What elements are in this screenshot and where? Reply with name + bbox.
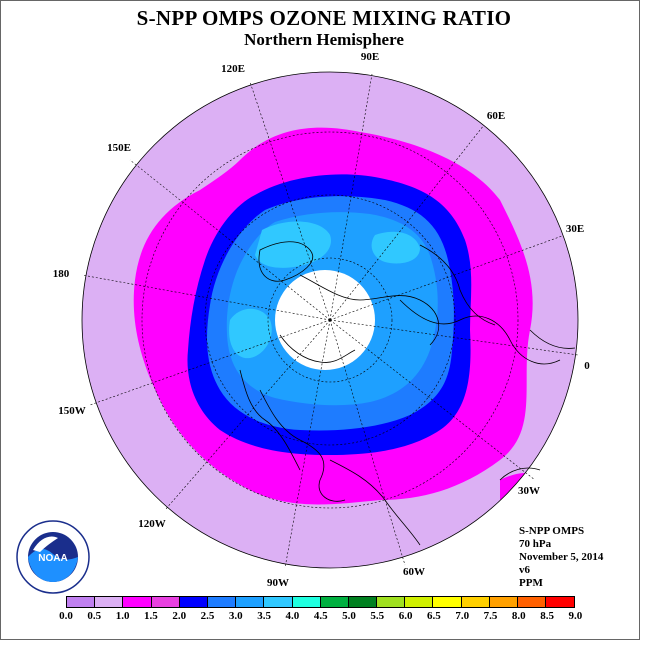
info-date: November 5, 2014 xyxy=(519,551,604,563)
colorbar-swatch xyxy=(123,597,152,607)
colorbar-tick-label: 0.0 xyxy=(59,610,73,622)
colorbar-tick-label: 5.0 xyxy=(342,610,356,622)
colorbar-tick-label: 8.0 xyxy=(511,610,526,622)
colorbar-swatch xyxy=(348,597,378,607)
product-info: S-NPP OMPS 70 hPa November 5, 2014 v6 PP… xyxy=(519,525,603,590)
lon-label-30w: 30W xyxy=(518,485,540,497)
colorbar-tick-label: 2.0 xyxy=(172,610,187,622)
colorbar-swatch xyxy=(433,597,462,607)
info-units: PPM xyxy=(519,577,543,589)
colorbar-tick-label: 6.0 xyxy=(398,610,413,622)
colorbar-swatch xyxy=(405,597,434,607)
colorbar-tick-labels: 0.0 0.5 1.0 1.5 2.0 2.5 3.0 3.5 4.0 4.5 5.0 5.5 6.0 6… xyxy=(59,610,586,624)
colorbar-tick-label: 1.0 xyxy=(115,610,130,622)
lon-label-120w: 120W xyxy=(138,518,166,530)
colorbar-tick-label: 4.5 xyxy=(313,610,328,622)
map-title: S-NPP OMPS OZONE MIXING RATIO xyxy=(136,6,512,30)
colorbar-swatch xyxy=(67,597,96,607)
colorbar-tick-label: 8.5 xyxy=(540,610,554,622)
colorbar-tick-label: 4.0 xyxy=(285,610,300,622)
lon-label-60w: 60W xyxy=(403,566,425,578)
colorbar-tick-label: 0.5 xyxy=(87,610,102,622)
noaa-logo: NOAA xyxy=(16,520,90,594)
contour-3.0-3.5-c xyxy=(229,308,272,359)
colorbar-swatch xyxy=(179,597,208,607)
colorbar-swatch xyxy=(461,597,490,607)
colorbar-tick-label: 5.5 xyxy=(370,610,385,622)
colorbar-tick-label: 3.0 xyxy=(228,610,243,622)
contour-3.0-3.5-b xyxy=(371,231,420,264)
map-subtitle: Northern Hemisphere xyxy=(244,30,404,49)
info-version: v6 xyxy=(519,564,530,576)
colorbar xyxy=(66,596,576,608)
lon-label-150e: 150E xyxy=(107,142,131,154)
map-border xyxy=(81,71,579,569)
colorbar-swatch xyxy=(377,597,406,607)
colorbar-swatch xyxy=(320,597,349,607)
colorbar-swatch xyxy=(489,597,518,607)
colorbar-swatch xyxy=(518,597,547,607)
colorbar-swatch xyxy=(95,597,124,607)
noaa-logo-text: NOAA xyxy=(38,553,67,564)
contour-3.0-3.5-a xyxy=(255,221,331,268)
figure-frame xyxy=(0,0,640,640)
lon-label-120e: 120E xyxy=(221,63,245,75)
colorbar-tick-label: 7.0 xyxy=(455,610,470,622)
colorbar-tick-label: 6.5 xyxy=(427,610,441,622)
colorbar-swatch xyxy=(207,597,237,607)
colorbar-swatch xyxy=(546,597,575,607)
lon-label-30e: 30E xyxy=(565,223,585,235)
coastlines xyxy=(239,241,576,546)
parallels xyxy=(141,131,519,509)
lon-label-150w: 150W xyxy=(58,405,86,417)
info-level: 70 hPa xyxy=(519,538,552,550)
colorbar-swatch xyxy=(236,597,265,607)
lon-label-60e: 60E xyxy=(486,110,506,122)
colorbar-tick-label: 2.5 xyxy=(200,610,215,622)
colorbar-swatch xyxy=(264,597,293,607)
colorbar-tick-label: 3.5 xyxy=(257,610,271,622)
lon-label-90w: 90W xyxy=(267,577,289,589)
lon-label-180: 180 xyxy=(52,268,70,280)
colorbar-swatch xyxy=(151,597,180,607)
pole-cap-no-data xyxy=(275,270,375,370)
colorbar-tick-label: 7.5 xyxy=(483,610,498,622)
lon-label-90e: 90E xyxy=(360,51,380,63)
colorbar-tick-label: 1.5 xyxy=(144,610,158,622)
lon-label-0: 0 xyxy=(584,360,590,372)
info-instrument: S-NPP OMPS xyxy=(519,525,585,537)
colorbar-swatch xyxy=(292,597,321,607)
meridians xyxy=(81,73,579,569)
colorbar-tick-label: 9.0 xyxy=(568,610,583,622)
